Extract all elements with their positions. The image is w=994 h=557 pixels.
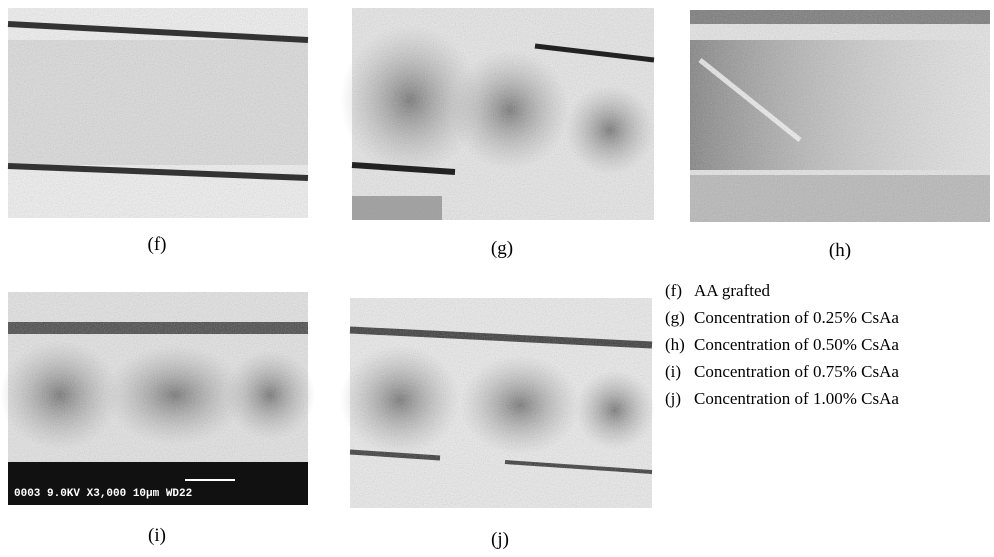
legend-key: (i) [665,362,681,381]
legend-text: AA grafted [694,281,771,300]
micrograph-i: 0003 9.0KV X3,000 10μm WD22 (i) [0,292,315,546]
micrograph-f: (f) [8,8,308,255]
legend: (f) AA grafted (g) Concentration of 0.25… [665,281,899,408]
panel-label: (g) [491,238,513,259]
panel-label: (h) [829,240,851,261]
legend-key: (j) [665,389,681,408]
legend-text: Concentration of 0.75% CsAa [694,362,899,381]
legend-key: (f) [665,281,682,300]
legend-key: (g) [665,308,685,327]
micrograph-h: (h) [690,10,990,261]
legend-text: Concentration of 0.25% CsAa [694,308,899,327]
panel-label: (f) [148,234,167,255]
figure: (f) (g) (h) 0003 9.0KV X3,000 10μm WD22 … [0,0,994,552]
micrograph-j: (j) [340,298,655,550]
panel-label: (i) [148,525,166,546]
panel-label: (j) [491,529,509,550]
micrograph-g: (g) [340,8,655,259]
micrograph-info: 0003 9.0KV X3,000 10μm WD22 [14,488,192,500]
legend-text: Concentration of 0.50% CsAa [694,335,899,354]
legend-text: Concentration of 1.00% CsAa [694,389,899,408]
legend-key: (h) [665,335,685,354]
